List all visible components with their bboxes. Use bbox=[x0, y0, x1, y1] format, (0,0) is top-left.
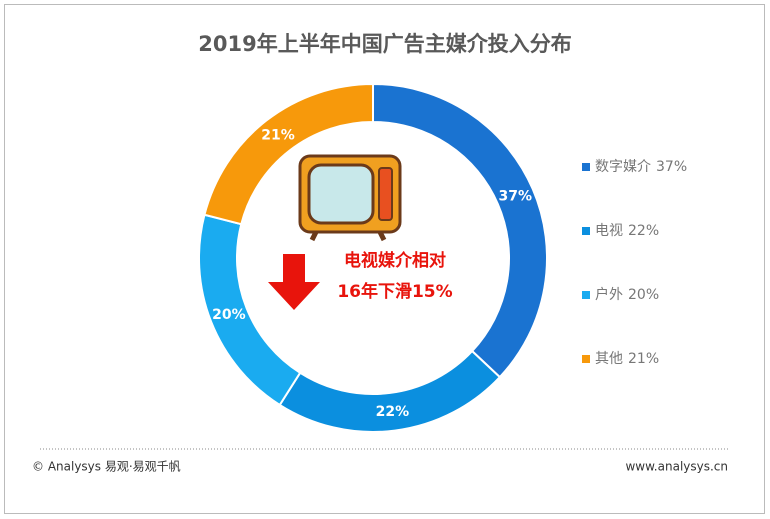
legend-marker bbox=[582, 291, 590, 299]
legend-value: 37% bbox=[656, 159, 687, 175]
data-label: 37% bbox=[498, 188, 532, 204]
legend-value: 20% bbox=[628, 287, 659, 303]
legend-marker bbox=[582, 227, 590, 235]
data-label: 20% bbox=[212, 307, 246, 323]
legend-label: 数字媒介 37% bbox=[595, 159, 687, 175]
down-arrow bbox=[268, 254, 320, 310]
legend-label: 户外 20% bbox=[595, 286, 659, 303]
annotation: 16年下滑15% bbox=[337, 281, 452, 302]
annotation: 电视媒介相对 bbox=[344, 250, 446, 271]
legend-name: 电视 bbox=[595, 223, 623, 239]
legend-name: 户外 bbox=[595, 286, 623, 303]
tv-icon bbox=[298, 154, 402, 242]
legend-marker bbox=[582, 163, 590, 171]
legend-label: 其他 21% bbox=[595, 351, 659, 367]
donut-segment bbox=[203, 82, 374, 226]
footer-left: © Analysys 易观·易观千帆 bbox=[32, 459, 181, 474]
data-label: 22% bbox=[376, 404, 410, 420]
legend-value: 21% bbox=[628, 351, 659, 367]
footer-right: www.analysys.cn bbox=[625, 460, 728, 474]
legend-name: 其他 bbox=[595, 351, 623, 367]
chart-title: 2019年上半年中国广告主媒介投入分布 bbox=[198, 32, 571, 56]
legend-name: 数字媒介 bbox=[595, 159, 651, 175]
legend-label: 电视 22% bbox=[595, 223, 659, 239]
data-label: 21% bbox=[261, 128, 295, 144]
legend-value: 22% bbox=[628, 223, 659, 239]
legend-marker bbox=[582, 355, 590, 363]
